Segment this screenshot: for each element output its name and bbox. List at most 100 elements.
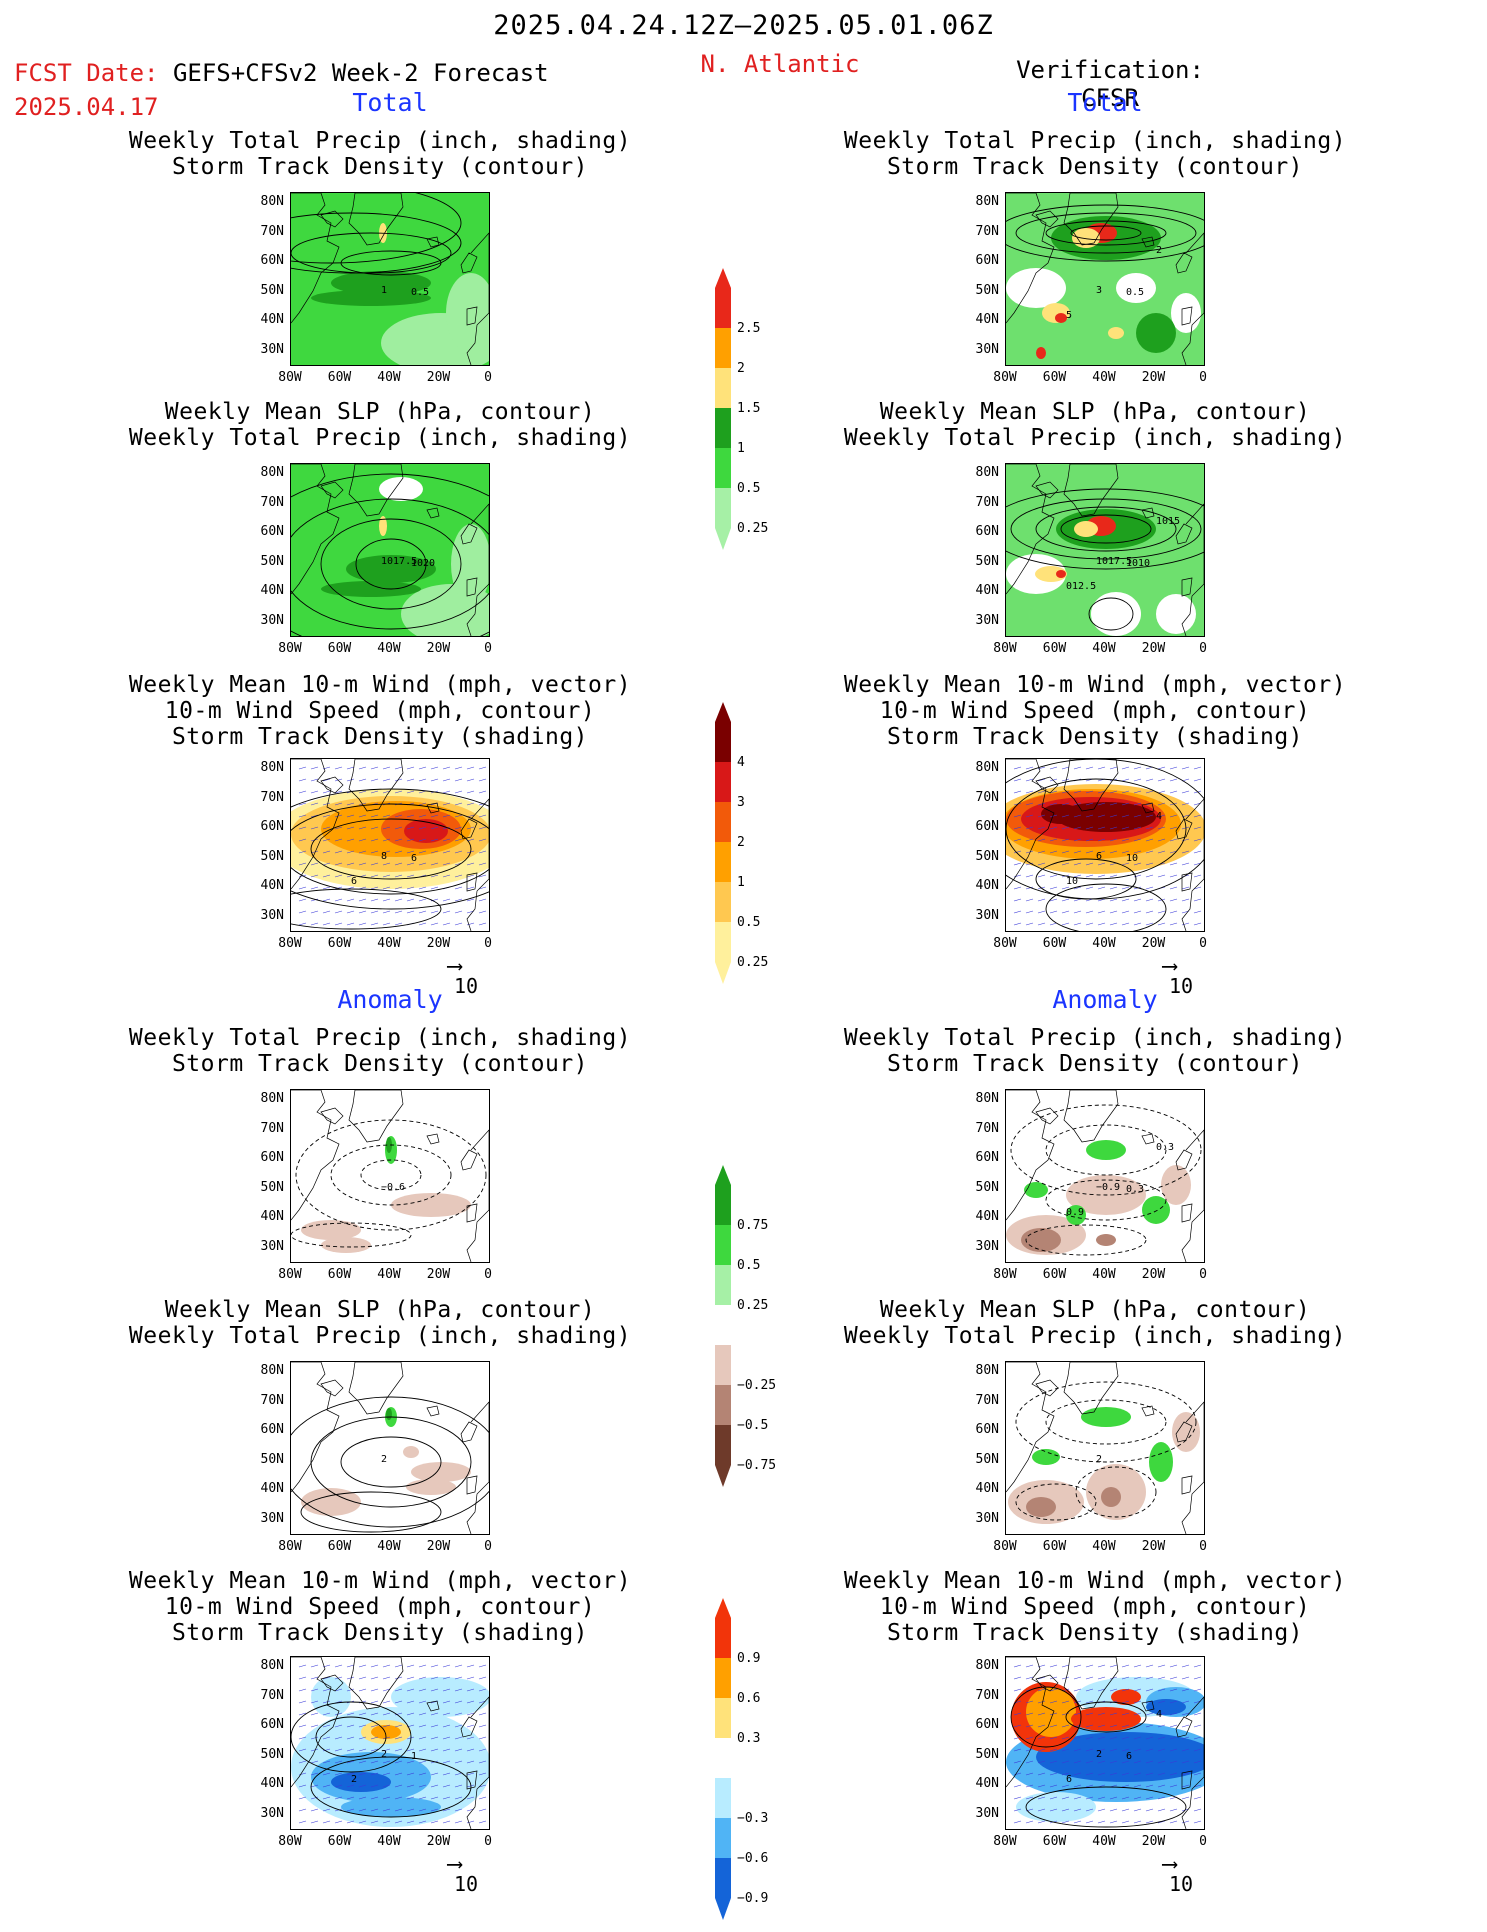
- wind-vector: [478, 1736, 487, 1740]
- contour-line: [1035, 506, 1177, 552]
- wind-vector: [1037, 1760, 1046, 1764]
- wind-vector: [430, 1676, 439, 1680]
- wind-vector: [430, 1772, 439, 1776]
- wind-vector: [298, 1784, 307, 1788]
- coastline: [466, 1475, 478, 1495]
- wind-vector: [1169, 1736, 1178, 1740]
- wind-vector: [394, 826, 403, 830]
- wind-vector: [298, 1712, 307, 1716]
- contour-label: 6: [1066, 1774, 1072, 1785]
- wind-vector: [370, 922, 379, 926]
- title-ob-wind-track: Weekly Mean 10-m Wind (mph, vector) 10-m …: [843, 672, 1347, 750]
- shading-region: [386, 1408, 392, 1420]
- colorbar-cap: [715, 1598, 731, 1618]
- coastline: [1175, 1421, 1193, 1443]
- wind-vector: [1145, 1820, 1154, 1824]
- wind-vector: [322, 1796, 331, 1800]
- wind-vector: [1073, 898, 1082, 902]
- wind-vector: [406, 1676, 415, 1680]
- lon-tick-label: 20W: [1141, 936, 1166, 951]
- shading-region: [1016, 1792, 1096, 1822]
- wind-vector: [382, 1796, 391, 1800]
- wind-vector: [1121, 790, 1130, 794]
- wind-vector: [1109, 922, 1118, 926]
- wind-vector: [358, 1760, 367, 1764]
- wind-vector: [394, 850, 403, 854]
- section-total-left: Total: [352, 88, 428, 117]
- lon-tick-label: 20W: [426, 641, 451, 656]
- contour-line: [291, 498, 489, 630]
- wind-vector: [1121, 1772, 1130, 1776]
- wind-vector: [1157, 850, 1166, 854]
- contour-label: 0.3: [1126, 1184, 1144, 1195]
- region-title: N. Atlantic: [700, 50, 860, 78]
- wind-vector: [394, 1664, 403, 1668]
- lat-tick-label: 40N: [260, 1776, 284, 1791]
- wind-vector: [418, 1676, 427, 1680]
- lon-tick-label: 80W: [278, 1539, 302, 1554]
- wind-vector: [418, 790, 427, 794]
- wind-vector: [454, 1688, 463, 1692]
- wind-vector: [394, 838, 403, 842]
- colorbar-swatch: [715, 722, 731, 762]
- shading-region: [1056, 570, 1066, 578]
- coastline: [320, 1674, 344, 1692]
- wind-vector: [418, 1700, 427, 1704]
- wind-vector: [1109, 1748, 1118, 1752]
- wind-vector: [454, 1784, 463, 1788]
- wind-vector: [1061, 1724, 1070, 1728]
- wind-vector: [322, 838, 331, 842]
- wind-vector: [1085, 886, 1094, 890]
- wind-vector: [346, 814, 355, 818]
- wind-vector: [1181, 850, 1190, 854]
- wind-vector: [1037, 826, 1046, 830]
- lat-tick-label: 80N: [975, 1363, 999, 1378]
- wind-vector: [1097, 826, 1106, 830]
- wind-vector: [382, 1772, 391, 1776]
- lat-tick-label: 70N: [975, 1120, 999, 1136]
- wind-vector: [430, 886, 439, 890]
- wind-vector: [1121, 1796, 1130, 1800]
- wind-vector: [1169, 1748, 1178, 1752]
- wind-vector: [310, 1676, 319, 1680]
- wind-vector: [466, 1820, 475, 1824]
- wind-vector: [1109, 910, 1118, 914]
- wind-vector: [418, 898, 427, 902]
- wind-vector: [346, 1676, 355, 1680]
- wind-vector: [310, 1796, 319, 1800]
- wind-vector: [370, 1784, 379, 1788]
- wind-vector: [370, 1808, 379, 1812]
- wind-vector: [310, 862, 319, 866]
- wind-vector: [1133, 814, 1142, 818]
- wind-vector: [1157, 1820, 1166, 1824]
- colorbar-label: 1: [737, 441, 745, 456]
- vector-reference-fc-anom: ⟶ 10: [448, 1852, 479, 1897]
- colorbar-cap: [715, 702, 731, 722]
- wind-vector: [1157, 1712, 1166, 1716]
- wind-vector: [1109, 1688, 1118, 1692]
- lon-tick-label: 0: [484, 1267, 492, 1282]
- shading-region: [451, 524, 489, 604]
- wind-vector: [1037, 778, 1046, 782]
- wind-vector: [358, 766, 367, 770]
- shading-region: [446, 273, 489, 353]
- wind-vector: [1145, 1772, 1154, 1776]
- wind-vector: [1085, 1688, 1094, 1692]
- map-oa-wind-track: 2 6 6 4: [1005, 1656, 1205, 1830]
- colorbar-cap: [715, 528, 731, 550]
- wind-vector: [1013, 778, 1022, 782]
- wind-vector: [382, 790, 391, 794]
- wind-vector: [1193, 838, 1202, 842]
- contour-line: [320, 518, 462, 610]
- wind-vector: [1109, 802, 1118, 806]
- wind-vector: [430, 1784, 439, 1788]
- shading-region: [1026, 1497, 1056, 1517]
- coastline: [1035, 481, 1059, 499]
- wind-vector: [358, 790, 367, 794]
- lat-tick-label: 70N: [260, 1687, 284, 1703]
- wind-vector: [334, 1724, 343, 1728]
- wind-vector: [1037, 838, 1046, 842]
- coastline: [1141, 1405, 1155, 1417]
- wind-vector: [1025, 1796, 1034, 1800]
- wind-vector: [1049, 1688, 1058, 1692]
